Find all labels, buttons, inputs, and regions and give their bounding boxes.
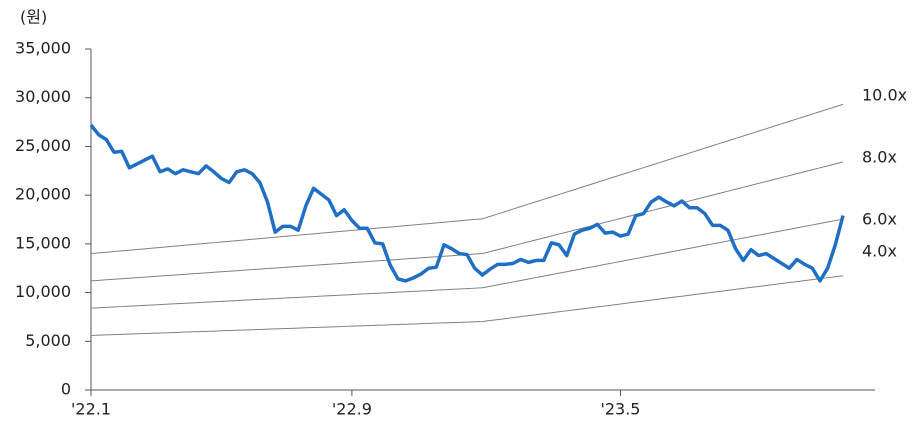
band-line — [90, 275, 844, 336]
band-line — [90, 161, 844, 282]
band-label: 6.0x — [862, 210, 897, 229]
band-label: 4.0x — [862, 242, 897, 261]
band-label: 8.0x — [862, 148, 897, 167]
y-tick-label: 20,000 — [15, 185, 71, 204]
band-line — [90, 218, 844, 309]
y-tick-label: 35,000 — [15, 39, 71, 58]
y-tick-label: 0 — [61, 380, 71, 399]
y-tick-label: 10,000 — [15, 282, 71, 301]
y-tick-label: 15,000 — [15, 233, 71, 252]
y-tick-label: 5,000 — [25, 331, 71, 350]
price-line — [89, 123, 845, 283]
y-axis-label: (원) — [20, 8, 47, 27]
band-line — [90, 103, 844, 255]
band-label: 10.0x — [862, 86, 907, 105]
y-tick-label: 25,000 — [15, 136, 71, 155]
x-tick-label: '23.5 — [600, 400, 640, 419]
y-tick-label: 30,000 — [15, 87, 71, 106]
x-tick-label: '22.1 — [71, 400, 111, 419]
x-tick-label: '22.9 — [332, 400, 372, 419]
